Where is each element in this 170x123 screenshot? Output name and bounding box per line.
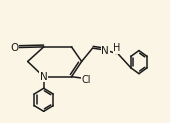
Text: Cl: Cl [81,75,91,85]
Text: N: N [40,72,48,82]
Text: N: N [101,46,109,56]
Text: H: H [113,43,121,53]
Text: O: O [10,43,18,53]
